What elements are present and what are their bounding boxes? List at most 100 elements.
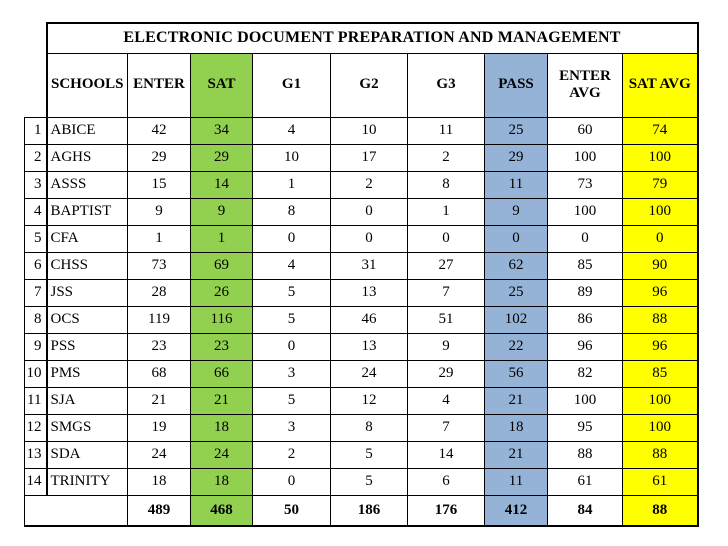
- row-number: 4: [24, 197, 47, 226]
- cell-pass: 11: [484, 467, 548, 496]
- table-row: 7 JSS 28 26 5 13 7 25 89 96: [24, 278, 699, 307]
- cell-g1: 2: [252, 440, 331, 469]
- cell-pass: 21: [484, 440, 548, 469]
- cell-pass: 102: [484, 305, 548, 334]
- header-cell-enter-avg: ENTER AVG: [547, 52, 623, 118]
- cell-sat-avg: 100: [622, 197, 699, 226]
- cell-sat-avg: 0: [622, 224, 699, 253]
- row-number: 1: [24, 116, 47, 145]
- cell-enter: 1: [127, 224, 191, 253]
- cell-sat-avg: 61: [622, 467, 699, 496]
- row-number: 10: [24, 359, 47, 388]
- cell-g3: 2: [407, 143, 485, 172]
- header-cell-enter: ENTER: [127, 52, 191, 118]
- cell-sat-avg: 96: [622, 278, 699, 307]
- cell-g3: 7: [407, 413, 485, 442]
- cell-enter: 23: [127, 332, 191, 361]
- row-number: 13: [24, 440, 47, 469]
- cell-sat-avg: 100: [622, 386, 699, 415]
- cell-g3: 51: [407, 305, 485, 334]
- cell-g1: 5: [252, 386, 331, 415]
- row-number: 14: [24, 467, 47, 496]
- cell-sat: 24: [190, 440, 253, 469]
- row-number: 3: [24, 170, 47, 199]
- cell-pass: 11: [484, 170, 548, 199]
- cell-g1: 4: [252, 251, 331, 280]
- cell-sat-avg: 96: [622, 332, 699, 361]
- cell-enter-avg: 100: [547, 143, 623, 172]
- cell-enter-avg: 85: [547, 251, 623, 280]
- cell-enter: 15: [127, 170, 191, 199]
- cell-sat: 9: [190, 197, 253, 226]
- cell-sat: 18: [190, 413, 253, 442]
- cell-school: CFA: [45, 224, 128, 253]
- cell-school: SMGS: [45, 413, 128, 442]
- cell-pass: 21: [484, 386, 548, 415]
- cell-sat: 1: [190, 224, 253, 253]
- cell-g2: 2: [330, 170, 408, 199]
- cell-g2: 46: [330, 305, 408, 334]
- cell-sat-avg: 88: [622, 305, 699, 334]
- cell-enter-avg: 100: [547, 386, 623, 415]
- cell-sat-avg: 85: [622, 359, 699, 388]
- cell-g3: 14: [407, 440, 485, 469]
- cell-g2: 13: [330, 332, 408, 361]
- row-number: 12: [24, 413, 47, 442]
- cell-enter-avg: 96: [547, 332, 623, 361]
- cell-enter: 68: [127, 359, 191, 388]
- row-number: 2: [24, 143, 47, 172]
- cell-enter: 24: [127, 440, 191, 469]
- cell-sat: 34: [190, 116, 253, 145]
- page-title: ELECTRONIC DOCUMENT PREPARATION AND MANA…: [45, 22, 699, 54]
- table-row: 1 ABICE 42 34 4 10 11 25 60 74: [24, 116, 699, 145]
- totals-row: 489 468 50 186 176 412 84 88: [24, 494, 699, 527]
- cell-pass: 56: [484, 359, 548, 388]
- row-number: 11: [24, 386, 47, 415]
- results-table: ELECTRONIC DOCUMENT PREPARATION AND MANA…: [24, 22, 699, 527]
- cell-pass: 25: [484, 116, 548, 145]
- cell-g3: 7: [407, 278, 485, 307]
- cell-enter: 29: [127, 143, 191, 172]
- cell-sat-avg: 79: [622, 170, 699, 199]
- cell-enter: 73: [127, 251, 191, 280]
- row-number: 5: [24, 224, 47, 253]
- cell-enter-avg: 73: [547, 170, 623, 199]
- cell-g1: 0: [252, 332, 331, 361]
- cell-g2: 13: [330, 278, 408, 307]
- cell-enter: 119: [127, 305, 191, 334]
- cell-enter-avg: 88: [547, 440, 623, 469]
- cell-g2: 12: [330, 386, 408, 415]
- title-row: ELECTRONIC DOCUMENT PREPARATION AND MANA…: [24, 22, 699, 54]
- cell-school: AGHS: [45, 143, 128, 172]
- cell-g3: 27: [407, 251, 485, 280]
- cell-sat-avg: 100: [622, 143, 699, 172]
- cell-g2: 8: [330, 413, 408, 442]
- cell-g2: 5: [330, 467, 408, 496]
- cell-school: SDA: [45, 440, 128, 469]
- cell-enter-avg: 61: [547, 467, 623, 496]
- header-cell-schools: SCHOOLS: [45, 52, 128, 118]
- cell-sat: 26: [190, 278, 253, 307]
- header-cell-pass: PASS: [484, 52, 548, 118]
- cell-sat-avg: 88: [622, 440, 699, 469]
- cell-enter: 21: [127, 386, 191, 415]
- cell-sat: 29: [190, 143, 253, 172]
- cell-sat: 23: [190, 332, 253, 361]
- cell-g1: 5: [252, 278, 331, 307]
- cell-school: CHSS: [45, 251, 128, 280]
- cell-g3: 1: [407, 197, 485, 226]
- cell-school: ASSS: [45, 170, 128, 199]
- header-row-spacer: [24, 53, 47, 117]
- cell-school: TRINITY: [45, 467, 128, 496]
- table-row: 5 CFA 1 1 0 0 0 0 0 0: [24, 224, 699, 253]
- cell-g1: 4: [252, 116, 331, 145]
- row-number: 6: [24, 251, 47, 280]
- cell-g2: 31: [330, 251, 408, 280]
- table-row: 6 CHSS 73 69 4 31 27 62 85 90: [24, 251, 699, 280]
- total-g2: 186: [330, 494, 408, 527]
- total-enter: 489: [127, 494, 191, 527]
- cell-g3: 29: [407, 359, 485, 388]
- cell-pass: 25: [484, 278, 548, 307]
- cell-sat: 116: [190, 305, 253, 334]
- cell-sat-avg: 74: [622, 116, 699, 145]
